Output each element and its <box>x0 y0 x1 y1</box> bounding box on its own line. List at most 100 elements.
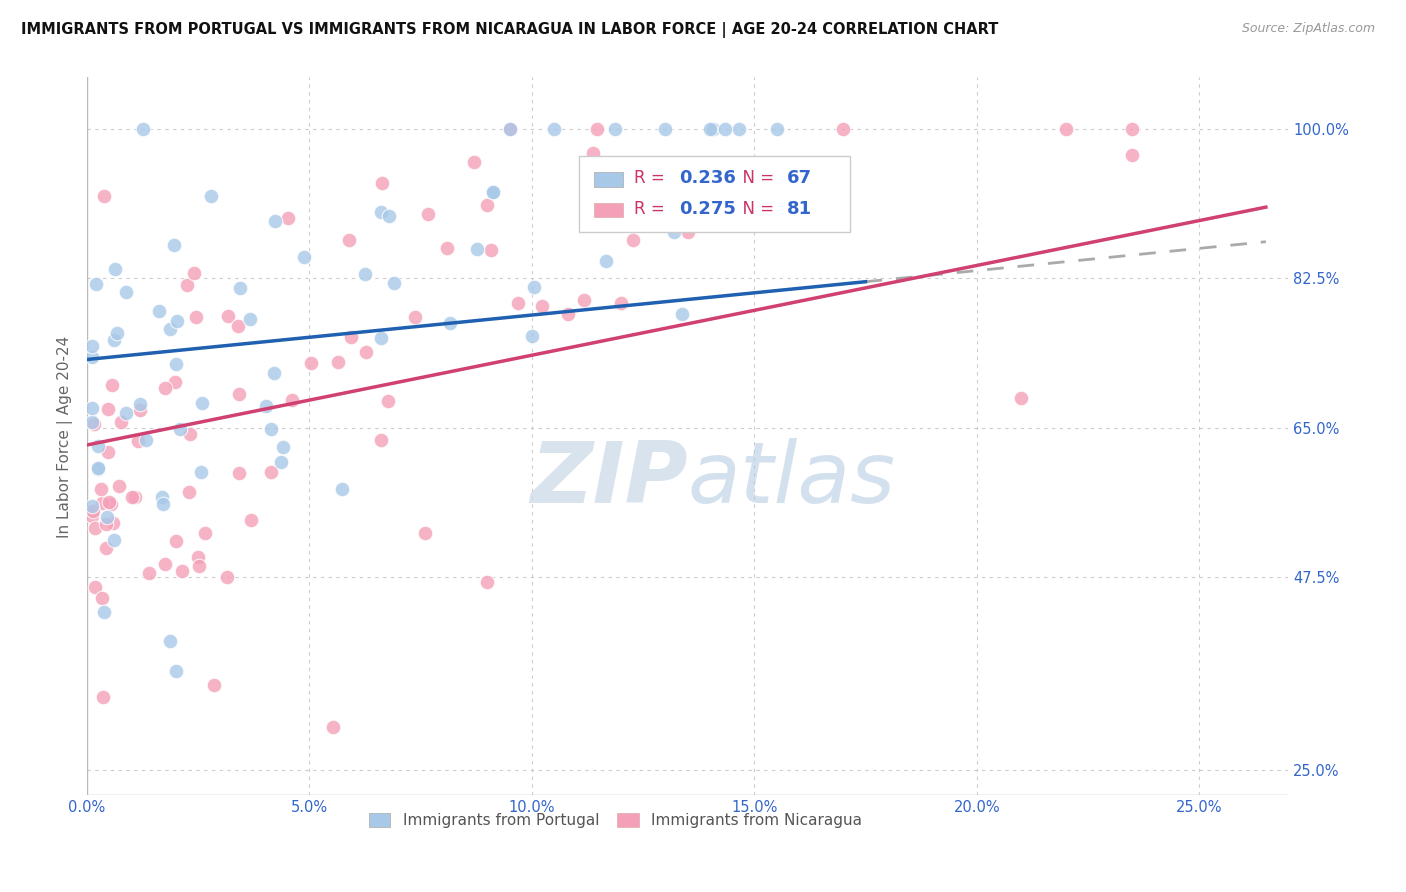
Point <box>322 720 344 734</box>
Y-axis label: In Labor Force | Age 20-24: In Labor Force | Age 20-24 <box>58 335 73 538</box>
Point <box>415 526 437 541</box>
Point <box>572 293 595 307</box>
Point <box>671 307 693 321</box>
Point <box>101 516 124 530</box>
Point <box>87 439 110 453</box>
Point <box>138 566 160 581</box>
Point <box>356 345 378 359</box>
Point <box>152 497 174 511</box>
Point <box>87 461 110 475</box>
Point <box>191 396 214 410</box>
Point <box>190 465 212 479</box>
Point <box>83 581 105 595</box>
Point <box>80 416 103 430</box>
Point <box>82 500 104 514</box>
Point <box>404 310 426 324</box>
Text: N =: N = <box>733 200 779 218</box>
Point <box>163 238 186 252</box>
Point <box>271 440 294 454</box>
Text: ZIP: ZIP <box>530 438 688 521</box>
Point <box>498 121 520 136</box>
Point <box>463 155 485 169</box>
Point <box>506 296 529 310</box>
Point <box>270 455 292 469</box>
Point <box>94 541 117 555</box>
Point <box>100 497 122 511</box>
Point <box>465 242 488 256</box>
Point <box>326 355 349 369</box>
Point <box>664 193 686 207</box>
Point <box>259 422 281 436</box>
Text: 67: 67 <box>787 169 813 187</box>
Point <box>217 310 239 324</box>
Point <box>1121 147 1143 161</box>
Legend: Immigrants from Portugal, Immigrants from Nicaragua: Immigrants from Portugal, Immigrants fro… <box>363 807 868 834</box>
Point <box>187 558 209 573</box>
Point <box>127 434 149 448</box>
Point <box>482 185 505 199</box>
Point <box>194 525 217 540</box>
Point <box>654 121 676 136</box>
FancyBboxPatch shape <box>593 202 623 218</box>
Point <box>382 277 405 291</box>
Point <box>186 310 208 324</box>
Text: 0.236: 0.236 <box>679 169 737 187</box>
Point <box>370 204 392 219</box>
Point <box>124 490 146 504</box>
Text: R =: R = <box>634 200 669 218</box>
Point <box>260 465 283 479</box>
Point <box>166 314 188 328</box>
Point <box>263 366 285 380</box>
Text: IMMIGRANTS FROM PORTUGAL VS IMMIGRANTS FROM NICARAGUA IN LABOR FORCE | AGE 20-24: IMMIGRANTS FROM PORTUGAL VS IMMIGRANTS F… <box>21 22 998 38</box>
Text: Source: ZipAtlas.com: Source: ZipAtlas.com <box>1241 22 1375 36</box>
Point <box>254 399 277 413</box>
Point <box>228 387 250 401</box>
Point <box>226 319 249 334</box>
Point <box>114 405 136 419</box>
Point <box>169 422 191 436</box>
FancyBboxPatch shape <box>593 171 623 186</box>
Point <box>377 209 399 223</box>
Point <box>353 267 375 281</box>
Point <box>1054 121 1077 136</box>
Text: 81: 81 <box>787 200 813 218</box>
Point <box>370 433 392 447</box>
Point <box>202 678 225 692</box>
Point <box>165 533 187 548</box>
Point <box>330 483 353 497</box>
Point <box>93 605 115 619</box>
Point <box>557 307 579 321</box>
Point <box>115 285 138 300</box>
Point <box>439 316 461 330</box>
Point <box>676 225 699 239</box>
Point <box>832 121 855 136</box>
Point <box>477 574 499 589</box>
Point <box>498 121 520 136</box>
FancyBboxPatch shape <box>579 156 849 232</box>
Point <box>103 334 125 348</box>
Point <box>103 533 125 547</box>
Point <box>159 633 181 648</box>
Point <box>228 466 250 480</box>
Text: atlas: atlas <box>688 438 896 521</box>
Point <box>132 121 155 136</box>
Point <box>110 415 132 429</box>
Point <box>80 350 103 364</box>
Point <box>105 326 128 340</box>
Point <box>299 356 322 370</box>
Point <box>104 261 127 276</box>
Point <box>543 121 565 136</box>
Point <box>1121 121 1143 136</box>
Point <box>187 550 209 565</box>
Point <box>340 330 363 344</box>
Point <box>128 397 150 411</box>
Point <box>416 207 439 221</box>
Point <box>727 121 749 136</box>
Point <box>523 280 546 294</box>
Point <box>94 516 117 531</box>
Point <box>183 266 205 280</box>
Point <box>91 591 114 605</box>
Point <box>82 504 104 518</box>
Point <box>100 378 122 392</box>
Point <box>80 401 103 415</box>
